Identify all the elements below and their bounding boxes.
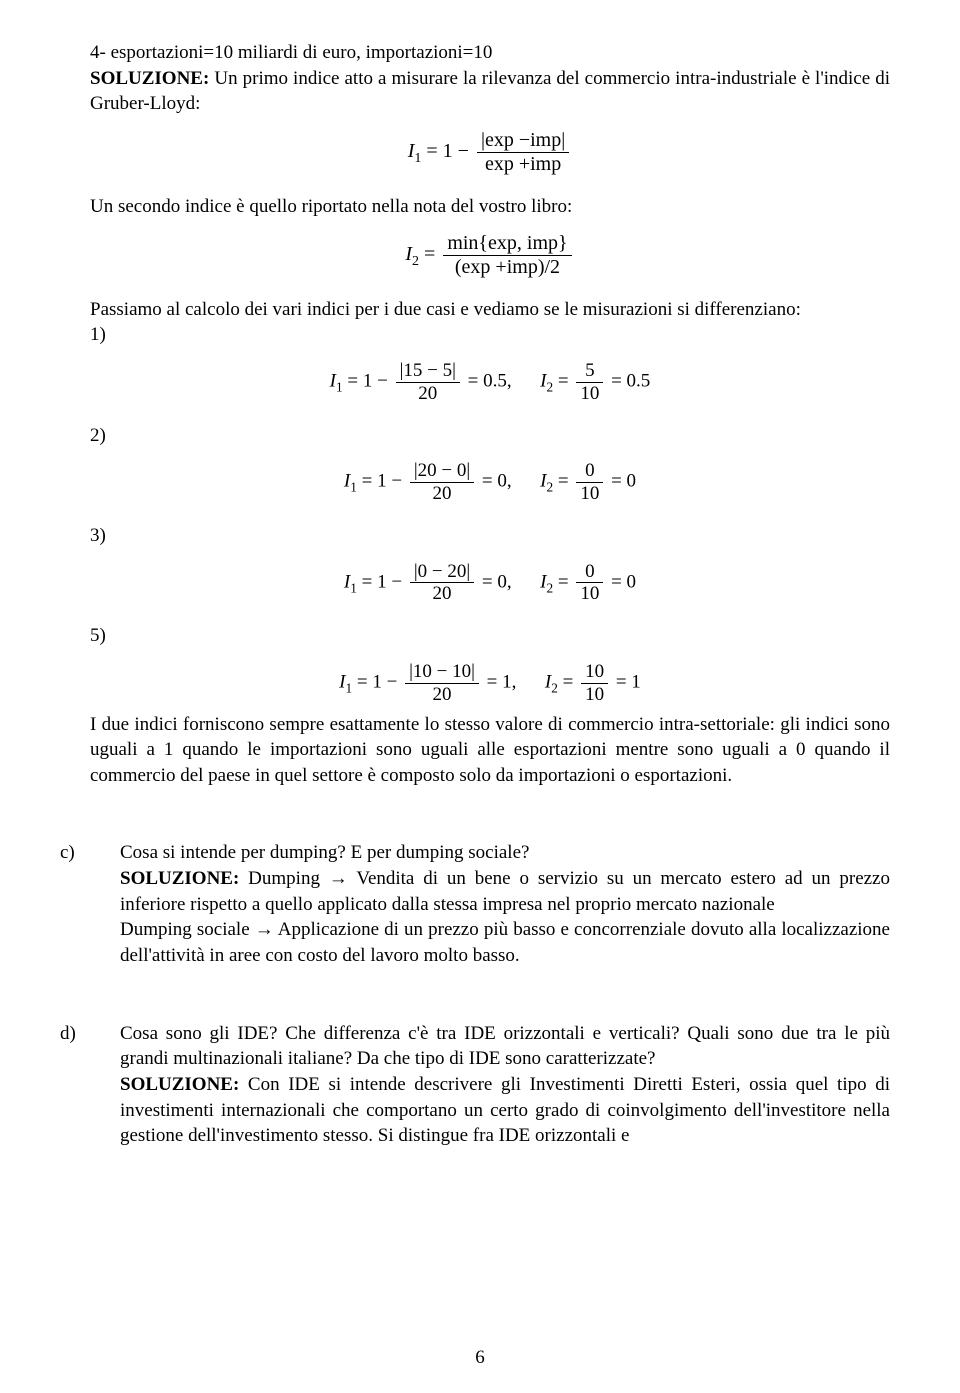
formula-case-1: I1 = 1 − |15 − 5|20 = 0.5, I2 = 510 = 0.…: [90, 360, 890, 405]
marker-5: 5): [90, 623, 890, 649]
marker-c: c): [90, 840, 120, 866]
soluzione-c-text2: Dumping sociale → Applicazione di un pre…: [120, 919, 890, 966]
soluzione-label-1: SOLUZIONE:: [90, 68, 209, 89]
line-passiamo: Passiamo al calcolo dei vari indici per …: [90, 297, 890, 323]
formula-case-3: I1 = 1 − |0 − 20|20 = 0, I2 = 010 = 0: [90, 561, 890, 606]
marker-3: 3): [90, 523, 890, 549]
paragraph-indici: I due indici forniscono sempre esattamen…: [90, 712, 890, 789]
soluzione-label-c: SOLUZIONE:: [120, 868, 239, 889]
question-d: d)Cosa sono gli IDE? Che differenza c'è …: [90, 1021, 890, 1149]
line-secondo-indice: Un secondo indice è quello riportato nel…: [90, 194, 890, 220]
question-d-text: Cosa sono gli IDE? Che differenza c'è tr…: [120, 1023, 890, 1070]
question-c-text: Cosa si intende per dumping? E per dumpi…: [120, 842, 529, 863]
line-4-header: 4- esportazioni=10 miliardi di euro, imp…: [90, 40, 890, 66]
soluzione-text-1: Un primo indice atto a misurare la rilev…: [90, 68, 890, 115]
formula-case-2: I1 = 1 − |20 − 0|20 = 0, I2 = 010 = 0: [90, 460, 890, 505]
marker-1: 1): [90, 322, 890, 348]
page: 4- esportazioni=10 miliardi di euro, imp…: [0, 0, 960, 1393]
soluzione-1: SOLUZIONE: Un primo indice atto a misura…: [90, 66, 890, 117]
question-c: c)Cosa si intende per dumping? E per dum…: [90, 840, 890, 968]
soluzione-label-d: SOLUZIONE:: [120, 1074, 239, 1095]
marker-d: d): [90, 1021, 120, 1047]
formula-i1: I1 = 1 − |exp −imp|exp +imp: [90, 129, 890, 176]
formula-i2: I2 = min{exp, imp}(exp +imp)/2: [90, 232, 890, 279]
page-number: 6: [0, 1347, 960, 1369]
formula-case-5: I1 = 1 − |10 − 10|20 = 1, I2 = 1010 = 1: [90, 661, 890, 706]
marker-2: 2): [90, 423, 890, 449]
